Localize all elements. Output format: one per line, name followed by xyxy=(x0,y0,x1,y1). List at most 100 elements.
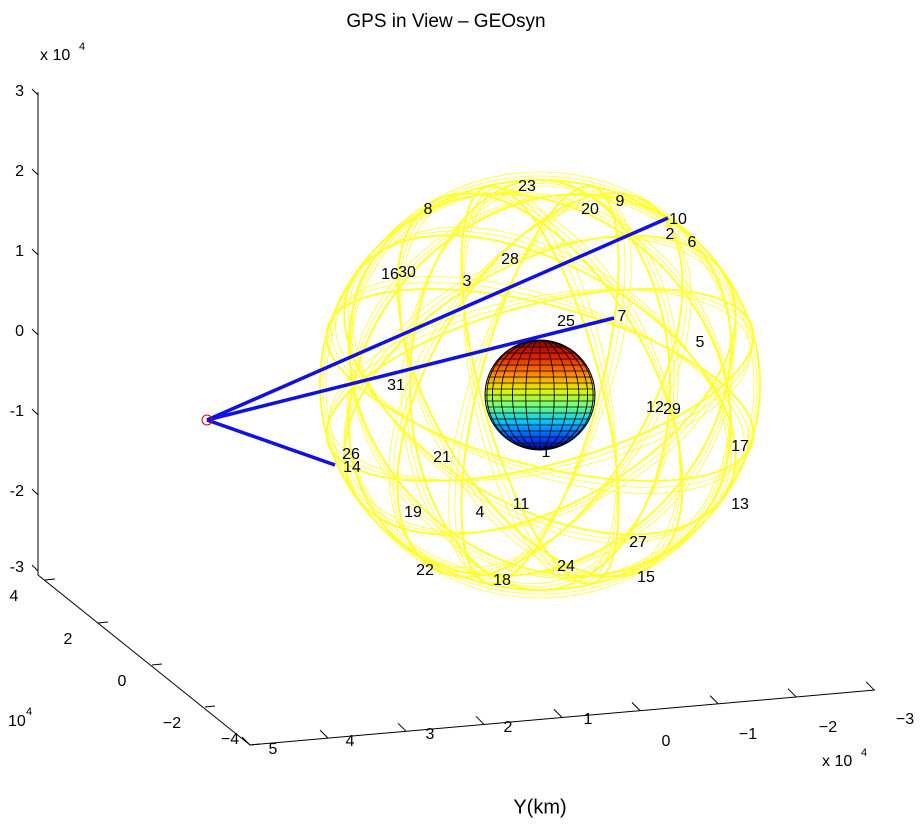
orbit xyxy=(325,288,755,482)
orbit xyxy=(330,282,750,488)
z-tick xyxy=(31,248,39,256)
y-tick-label: −2 xyxy=(819,719,837,736)
z-tick xyxy=(31,488,39,496)
x-exponent-power: 4 xyxy=(26,706,32,718)
y-tick xyxy=(397,722,407,732)
y-tick-label: 1 xyxy=(584,711,593,728)
orbit xyxy=(454,190,626,580)
orbit xyxy=(448,195,632,575)
orbit xyxy=(392,197,688,573)
y-tick xyxy=(631,702,641,711)
orbit xyxy=(409,179,671,591)
x-tick-label: 0 xyxy=(118,673,127,690)
satellite-label: 25 xyxy=(557,313,575,330)
x-tick xyxy=(204,705,216,708)
satellite-label: 16 xyxy=(381,266,399,283)
satellite-label: 19 xyxy=(404,504,422,521)
orbit xyxy=(346,194,734,576)
orbit xyxy=(343,237,737,533)
orbit xyxy=(335,276,745,494)
orbit xyxy=(327,289,753,481)
x-tick-label: −4 xyxy=(221,731,239,748)
y-tick xyxy=(553,709,563,718)
orbit xyxy=(348,230,732,540)
axis-lines xyxy=(37,92,876,746)
satellite-label: 7 xyxy=(618,308,627,325)
orbit xyxy=(405,182,675,588)
y-tick xyxy=(865,681,875,691)
y-tick xyxy=(241,736,251,746)
orbits xyxy=(319,171,761,599)
orbit xyxy=(396,192,684,578)
z-tick xyxy=(31,328,39,336)
title: GPS in View – GEOsyn xyxy=(346,11,545,32)
satellite-label: 4 xyxy=(476,504,485,521)
view-lines xyxy=(206,216,669,467)
satellite-label: 23 xyxy=(518,178,536,195)
satellite-label: 29 xyxy=(663,401,681,418)
satellite-label: 12 xyxy=(646,399,664,416)
satellite-label: 20 xyxy=(581,201,599,218)
orbit xyxy=(399,192,681,578)
orbit xyxy=(328,289,752,481)
satellite-label: 27 xyxy=(629,534,647,551)
satellite-label: 31 xyxy=(387,377,405,394)
satellite-label: 30 xyxy=(398,264,416,281)
orbit xyxy=(401,185,679,585)
orbit xyxy=(460,185,620,585)
orbit xyxy=(388,201,692,569)
orbit xyxy=(462,187,618,583)
satellite-label: 22 xyxy=(416,562,434,579)
orbit xyxy=(343,234,737,536)
earth xyxy=(484,339,596,451)
y-tick-label: 4 xyxy=(346,733,355,750)
z-tick xyxy=(31,564,39,572)
orbit xyxy=(462,188,618,582)
orbit xyxy=(349,192,731,578)
orbit xyxy=(347,192,733,578)
z-exponent-base: x 10 xyxy=(40,47,70,64)
meridian xyxy=(492,340,588,450)
meridian xyxy=(500,340,580,450)
y-tick-label: 2 xyxy=(504,719,513,736)
z-tick-label: -2 xyxy=(10,483,24,500)
z-tick-label: -3 xyxy=(10,559,24,576)
y-tick xyxy=(319,729,329,739)
satellite-label: 3 xyxy=(463,273,472,290)
observer xyxy=(201,414,213,426)
z-tick-label: 1 xyxy=(15,243,24,260)
satellite-label: 10 xyxy=(669,211,687,228)
y-tick-label: 5 xyxy=(269,741,278,758)
y-tick xyxy=(475,715,485,725)
satellite-label: 9 xyxy=(616,193,625,210)
satellite-label: 18 xyxy=(493,572,511,589)
y-tick-label: −3 xyxy=(896,711,914,728)
satellite-label: 8 xyxy=(424,201,433,218)
satellite-label: 26 xyxy=(342,446,360,463)
satellite-label: 11 xyxy=(513,496,530,513)
meridian xyxy=(486,340,594,450)
z-tick xyxy=(31,88,39,96)
satellite-label: 14 xyxy=(343,459,361,476)
satellite-label: 1 xyxy=(542,444,551,461)
y-tick-label: 3 xyxy=(426,726,435,743)
orbit xyxy=(349,191,731,579)
z-tick-label: 2 xyxy=(15,163,24,180)
meridian xyxy=(525,340,555,450)
y-tick-label: 0 xyxy=(662,733,671,750)
z-tick xyxy=(31,408,39,416)
orbit xyxy=(322,175,758,595)
y-exponent-power: 4 xyxy=(861,747,867,759)
meridian xyxy=(512,340,568,450)
satellite-label: 15 xyxy=(637,569,655,586)
z-tick-label: 0 xyxy=(15,323,24,340)
orbit xyxy=(325,171,755,599)
orbit xyxy=(347,192,733,578)
satellite-label: 24 xyxy=(557,558,575,575)
x-tick xyxy=(97,621,109,624)
satellite-label: 21 xyxy=(433,449,451,466)
orbit xyxy=(460,185,620,585)
y-axis-label: Y(km) xyxy=(513,796,566,818)
satellite-label: 6 xyxy=(688,234,697,251)
